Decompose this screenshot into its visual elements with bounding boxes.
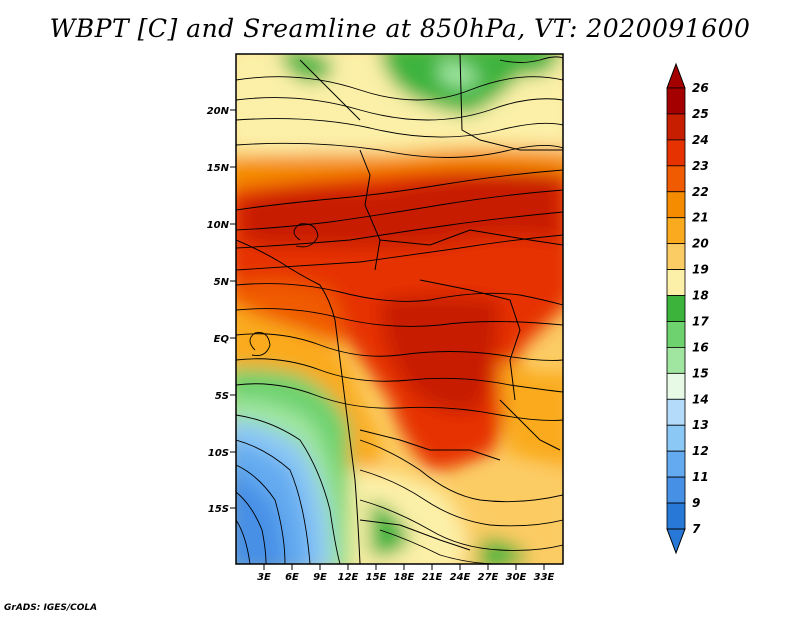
colorbar-label: 20 [692, 237, 709, 251]
lon-label-6e: 6E [285, 572, 299, 583]
lon-label-15e: 15E [366, 572, 387, 583]
colorbar-segment [666, 502, 686, 530]
colorbar-segment [666, 476, 686, 504]
lat-label-10s: 10S [208, 448, 229, 459]
colorbar-label: 23 [692, 159, 709, 173]
colorbar-segment [666, 372, 686, 400]
country-borders [236, 54, 563, 564]
lat-label-eq: EQ [214, 334, 230, 345]
lon-label-21e: 21E [422, 572, 443, 583]
colorbar-segment [666, 398, 686, 426]
colorbar-segment [666, 113, 686, 141]
colorbar-label: 9 [692, 496, 700, 510]
colorbar-label: 17 [692, 314, 709, 328]
colorbar-label: 11 [692, 470, 709, 484]
colorbar-label: 22 [692, 185, 709, 199]
lat-label-5s: 5S [215, 391, 229, 402]
colorbar-label: 14 [692, 392, 709, 406]
colorbar-label: 12 [692, 444, 709, 458]
lon-label-12e: 12E [338, 572, 359, 583]
colorbar-segment [666, 191, 686, 219]
colorbar-label: 16 [692, 340, 709, 354]
map-title: WBPT [C] and Sreamline at 850hPa, VT: 20… [49, 14, 751, 43]
lon-label-3e: 3E [257, 572, 271, 583]
lon-label-33e: 33E [534, 572, 555, 583]
lat-label-10n: 10N [207, 220, 230, 231]
colorbar-label: 21 [692, 211, 709, 225]
colorbar-label: 18 [692, 289, 709, 303]
colorbar-label: 25 [692, 107, 709, 121]
colorbar-top-arrow [666, 62, 686, 89]
colorbar-label: 26 [692, 81, 709, 95]
lon-label-9e: 9E [313, 572, 327, 583]
lon-label-24e: 24E [450, 572, 471, 583]
colorbar-label: 19 [692, 263, 709, 277]
colorbar-segment [666, 87, 686, 115]
lon-axis: 3E 6E 9E 12E 15E 18E 21E 24E 27E 30E 33E [257, 564, 555, 583]
lat-label-5n: 5N [214, 277, 230, 288]
lon-label-27e: 27E [478, 572, 499, 583]
colorbar-segment [666, 321, 686, 348]
lat-label-20n: 20N [207, 106, 230, 117]
colorbar-segment [666, 450, 686, 478]
colorbar: 26 25 24 23 22 21 20 19 18 17 16 15 14 13 12 11 9 7 [666, 62, 709, 555]
colorbar-label: 15 [692, 366, 709, 380]
grads-credit: GrADS: IGES/COLA [4, 603, 98, 613]
colorbar-segment [666, 217, 686, 245]
colorbar-segment [666, 243, 686, 270]
lon-label-30e: 30E [506, 572, 527, 583]
colorbar-segment [666, 139, 686, 167]
colorbar-segment [666, 269, 686, 296]
colorbar-label: 7 [692, 522, 701, 536]
lat-label-15n: 15N [207, 163, 230, 174]
lat-label-15s: 15S [208, 504, 229, 515]
colorbar-label: 13 [692, 418, 709, 432]
colorbar-label: 24 [692, 133, 709, 147]
lat-axis: 20N 15N 10N 5N EQ 5S 10S 15S [207, 106, 236, 515]
colorbar-segment [666, 295, 686, 322]
colorbar-segment [666, 347, 686, 374]
colorbar-segment [666, 424, 686, 452]
lon-label-18e: 18E [394, 572, 415, 583]
streamlines [236, 56, 563, 564]
colorbar-segment [666, 165, 686, 193]
map-frame [235, 53, 564, 565]
colorbar-bottom-arrow [666, 528, 686, 555]
